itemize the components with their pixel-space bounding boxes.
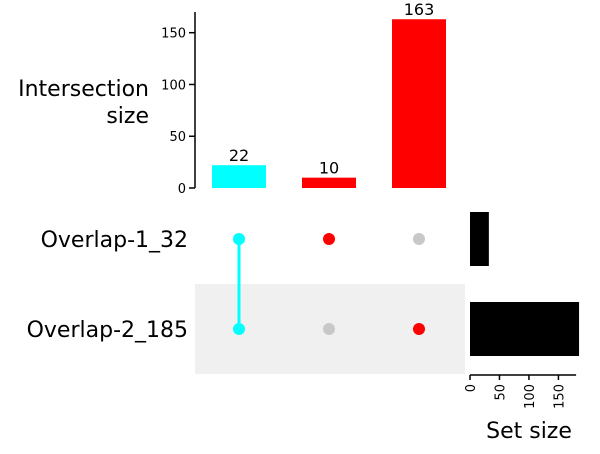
set-size-tick-label-50: 50	[493, 384, 508, 401]
y-tick-label-150: 150	[161, 27, 186, 42]
intersection-bar-2	[392, 19, 446, 189]
y-tick-label-100: 100	[161, 78, 186, 93]
set-size-bar-0	[470, 212, 489, 266]
set-size-bar-1	[470, 302, 580, 356]
matrix-dot-2-1	[413, 323, 425, 335]
intersection-bars: 22 10 163	[212, 0, 446, 189]
intersection-axis-title-line-0: Intersection	[18, 77, 149, 102]
set-label-0: Overlap-1_32	[41, 228, 188, 253]
matrix-dot-0-1	[233, 323, 245, 335]
matrix-dot-1-1	[323, 323, 335, 335]
intersection-bar-0	[212, 165, 266, 188]
y-tick-label-50: 50	[169, 130, 186, 145]
y-tick-label-0: 0	[178, 182, 186, 197]
set-label-1: Overlap-2_185	[27, 318, 188, 343]
set-size-axis-title: Set size	[486, 419, 572, 444]
intersection-value-label-1: 10	[319, 159, 339, 178]
membership-matrix: Overlap-1_32 Overlap-2_185	[27, 228, 425, 343]
set-size-tick-label-100: 100	[523, 384, 538, 409]
set-size-tick-label-150: 150	[552, 384, 567, 409]
matrix-dot-2-0	[413, 233, 425, 245]
intersection-value-label-2: 163	[404, 0, 435, 19]
intersection-bar-1	[302, 177, 356, 188]
matrix-dot-1-0	[323, 233, 335, 245]
intersection-value-label-0: 22	[229, 146, 249, 165]
intersection-axis-title-line-1: size	[106, 104, 149, 129]
set-size-tick-label-0: 0	[464, 384, 479, 392]
matrix-dot-0-0	[233, 233, 245, 245]
set-size-chart: 0 50 100 150 Set size	[464, 212, 580, 444]
